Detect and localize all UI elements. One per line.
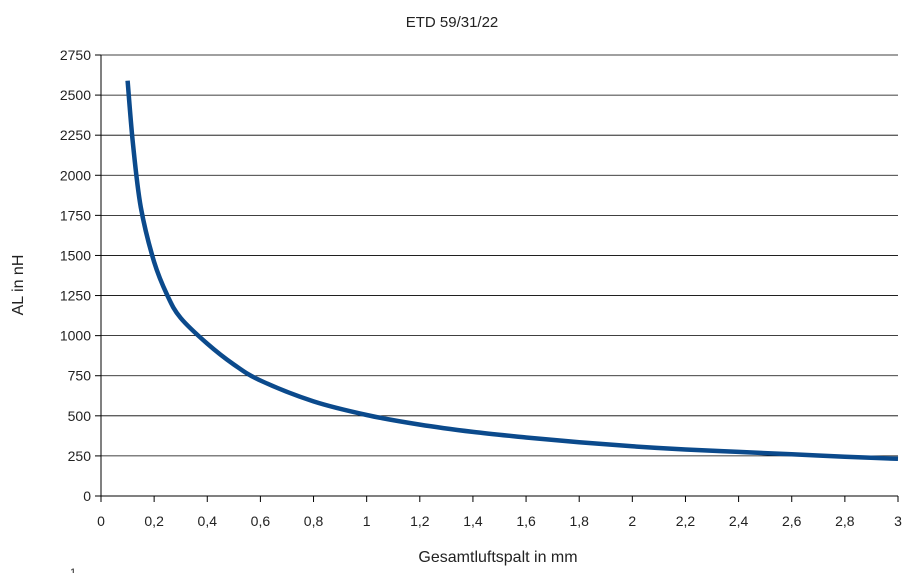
y-tick-label: 1750 [60, 207, 91, 223]
x-tick-label: 0,4 [198, 513, 218, 529]
grid-layer [101, 54, 898, 457]
x-tick-label: 0,8 [304, 513, 324, 529]
x-tick-label: 2,6 [782, 513, 802, 529]
x-tick-label: 3 [894, 513, 902, 529]
chart-title: ETD 59/31/22 [406, 14, 499, 31]
x-tick-label: 1,2 [410, 513, 430, 529]
footnote: 1 [70, 567, 76, 573]
x-tick-label: 0,2 [144, 513, 164, 529]
series-line [125, 80, 899, 462]
x-tick-label: 2,8 [835, 513, 855, 529]
x-axis-label: Gesamtluftspalt in mm [418, 549, 577, 566]
x-tick-label: 0,6 [251, 513, 271, 529]
y-tick-label: 2750 [60, 47, 91, 63]
x-tick-label: 2 [628, 513, 636, 529]
axis-layer [100, 55, 898, 497]
y-axis-label: AL in nH [10, 255, 27, 316]
x-tick-label: 1,8 [569, 513, 589, 529]
x-tick-label: 0 [97, 513, 105, 529]
y-tick-label: 1500 [60, 247, 91, 263]
y-tick-label: 250 [68, 448, 92, 464]
y-tick-label: 1250 [60, 288, 91, 304]
y-tick-label: 2500 [60, 87, 91, 103]
y-tick-label: 2250 [60, 127, 91, 143]
x-tick-label: 1 [363, 513, 371, 529]
x-tick-label: 1,4 [463, 513, 483, 529]
y-tick-label: 750 [68, 368, 92, 384]
series-layer [125, 80, 899, 462]
x-tick-label: 1,6 [516, 513, 536, 529]
y-tick-label: 0 [83, 488, 91, 504]
y-tick-label: 2000 [60, 167, 91, 183]
x-tick-label: 2,2 [676, 513, 696, 529]
x-tick-label: 2,4 [729, 513, 749, 529]
tick-layer: 0 250 500 750 1000 1250 1500 1750 2000 2250 2500 27… [60, 47, 902, 529]
y-tick-label: 500 [68, 408, 92, 424]
y-tick-label: 1000 [60, 328, 91, 344]
